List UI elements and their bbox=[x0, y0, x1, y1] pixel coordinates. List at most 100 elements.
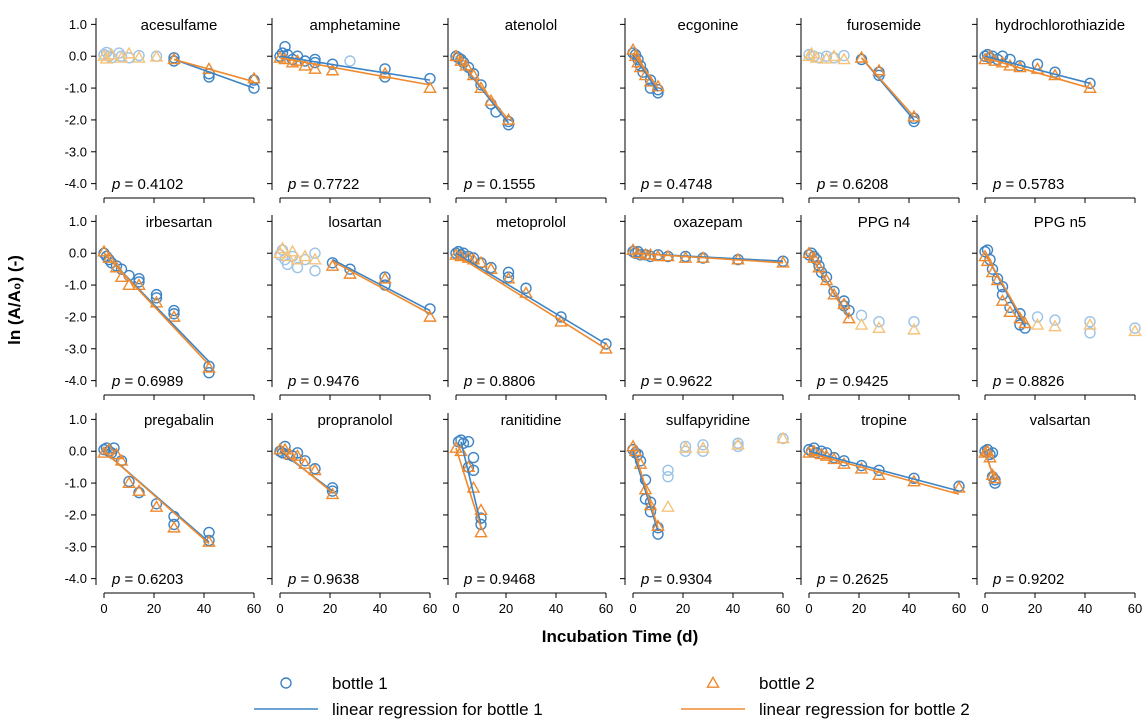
legend-item: linear regression for bottle 1 bbox=[254, 700, 543, 719]
p-value-label: p = 0.9425 bbox=[816, 373, 888, 390]
regression-line-bottle1 bbox=[632, 450, 659, 532]
point-bottle2 bbox=[423, 309, 437, 322]
point-bottle1 bbox=[855, 53, 868, 66]
point-bottle2 bbox=[872, 468, 886, 481]
point-bottle2-excluded bbox=[1083, 317, 1097, 330]
point-bottle2 bbox=[474, 255, 488, 268]
p-value-label: p = 0.9468 bbox=[463, 571, 535, 588]
p-value-label: p = 0.9622 bbox=[640, 373, 712, 390]
regression-line-bottle1 bbox=[984, 55, 1091, 85]
point-bottle1-excluded bbox=[662, 471, 674, 483]
point-bottle2 bbox=[298, 58, 312, 71]
point-bottle2-excluded bbox=[837, 52, 851, 65]
point-bottle2 bbox=[827, 287, 841, 300]
p-value-label: p = 0.4102 bbox=[111, 176, 183, 193]
point-bottle2-excluded bbox=[776, 431, 790, 444]
regression-line-bottle2 bbox=[103, 252, 210, 366]
point-bottle1 bbox=[133, 276, 145, 288]
point-bottle2 bbox=[599, 341, 613, 354]
point-bottle2 bbox=[298, 456, 312, 469]
panel-ecgonine: ecgonine p = 0.4748 bbox=[620, 17, 784, 203]
point-bottle2-excluded bbox=[149, 49, 164, 62]
panel-title: hydrochlorothiazide bbox=[995, 17, 1125, 34]
y-tick-label: -1.0 bbox=[65, 278, 87, 293]
panel-title: propranolol bbox=[317, 412, 392, 429]
point-bottle2-excluded bbox=[661, 499, 675, 512]
point-bottle1 bbox=[133, 486, 145, 499]
point-bottle2-excluded bbox=[97, 49, 111, 62]
x-tick-label: 0 bbox=[805, 601, 812, 616]
legend-marker-triangle bbox=[706, 675, 720, 688]
x-tick-label: 60 bbox=[423, 601, 437, 616]
panel-amphetamine: amphetamine p = 0.7722 bbox=[267, 17, 437, 203]
panel-title: metoprolol bbox=[496, 214, 566, 231]
p-value-label: p = 0.2625 bbox=[816, 571, 888, 588]
point-bottle1 bbox=[979, 245, 991, 258]
y-tick-label: -2.0 bbox=[65, 507, 87, 522]
point-bottle2-excluded bbox=[99, 51, 114, 64]
y-axis-label: ln (A/A₀) (-) bbox=[5, 255, 24, 345]
point-bottle1-excluded bbox=[309, 247, 321, 259]
regression-line-bottle2 bbox=[455, 55, 510, 121]
x-tick-label: 60 bbox=[952, 601, 966, 616]
point-bottle2 bbox=[474, 503, 488, 516]
x-tick-label: 40 bbox=[197, 601, 211, 616]
x-tick-label: 40 bbox=[373, 601, 387, 616]
point-bottle1 bbox=[168, 304, 180, 317]
point-bottle2 bbox=[167, 309, 181, 322]
point-bottle2-excluded bbox=[907, 322, 921, 335]
panel-grid: 1.0 0.0 -1.0 -2.0 -3.0 -4.0 acesulfame p = 0.41… bbox=[65, 17, 1143, 616]
point-bottle2-excluded bbox=[731, 437, 745, 450]
panel-title: sulfapyridine bbox=[666, 412, 750, 429]
point-bottle2-excluded bbox=[122, 46, 136, 59]
point-bottle2 bbox=[202, 360, 216, 373]
point-bottle2 bbox=[631, 246, 645, 259]
regression-line-bottle2 bbox=[279, 57, 431, 86]
point-bottle1 bbox=[908, 112, 920, 125]
p-value-label: p = 0.9476 bbox=[287, 373, 359, 390]
y-tick-label: -3.0 bbox=[65, 144, 87, 159]
y-tick-label: -4.0 bbox=[65, 571, 87, 586]
point-bottle2 bbox=[484, 93, 498, 106]
point-bottle1-excluded bbox=[1084, 316, 1096, 328]
y-tick-label: -3.0 bbox=[65, 341, 87, 356]
point-bottle2 bbox=[423, 81, 437, 93]
regression-line-bottle2 bbox=[984, 252, 1026, 324]
point-bottle1 bbox=[520, 282, 532, 294]
point-bottle2 bbox=[114, 270, 129, 283]
point-bottle2-excluded bbox=[854, 317, 869, 330]
point-bottle1 bbox=[115, 263, 128, 275]
point-bottle2 bbox=[102, 442, 116, 455]
x-tick-label: 20 bbox=[323, 601, 337, 616]
point-bottle2-excluded bbox=[285, 244, 300, 257]
point-bottle1 bbox=[133, 273, 145, 285]
point-bottle2 bbox=[325, 487, 340, 500]
point-bottle2 bbox=[1003, 305, 1017, 318]
point-bottle2 bbox=[474, 525, 488, 538]
point-bottle2 bbox=[167, 52, 181, 65]
point-bottle2 bbox=[474, 81, 488, 93]
point-bottle1-excluded bbox=[662, 464, 674, 477]
panel-ranitidine: 0 20 40 60 ranitidine p = 0.9468 bbox=[443, 412, 613, 616]
legend-item: bottle 2 bbox=[706, 674, 815, 693]
x-tick-label: 20 bbox=[499, 601, 513, 616]
regression-line-bottle2 bbox=[808, 452, 960, 495]
x-tick-label: 40 bbox=[549, 601, 563, 616]
point-bottle2-excluded bbox=[132, 50, 146, 63]
y-tick-label: -4.0 bbox=[65, 176, 87, 191]
point-bottle2 bbox=[484, 262, 498, 275]
panel-propranolol: 0 20 40 60 propranolol p = 0.9638 bbox=[267, 412, 437, 616]
x-tick-label: 0 bbox=[452, 601, 459, 616]
point-bottle2-excluded bbox=[678, 441, 693, 453]
panel-ppg-n5: PPG n5 p = 0.8826 bbox=[972, 214, 1142, 400]
x-tick-label: 0 bbox=[981, 601, 988, 616]
point-bottle1 bbox=[279, 40, 291, 53]
regression-line-bottle2 bbox=[808, 252, 850, 319]
point-bottle2-excluded bbox=[804, 46, 819, 59]
y-tick-label: -4.0 bbox=[65, 373, 87, 388]
point-bottle1 bbox=[150, 498, 163, 510]
y-tick-label: 1.0 bbox=[69, 17, 87, 32]
panel-valsartan: 0 20 40 60 valsartan p = 0.9202 bbox=[972, 412, 1142, 616]
point-bottle1 bbox=[379, 63, 391, 75]
point-bottle2 bbox=[247, 71, 261, 84]
